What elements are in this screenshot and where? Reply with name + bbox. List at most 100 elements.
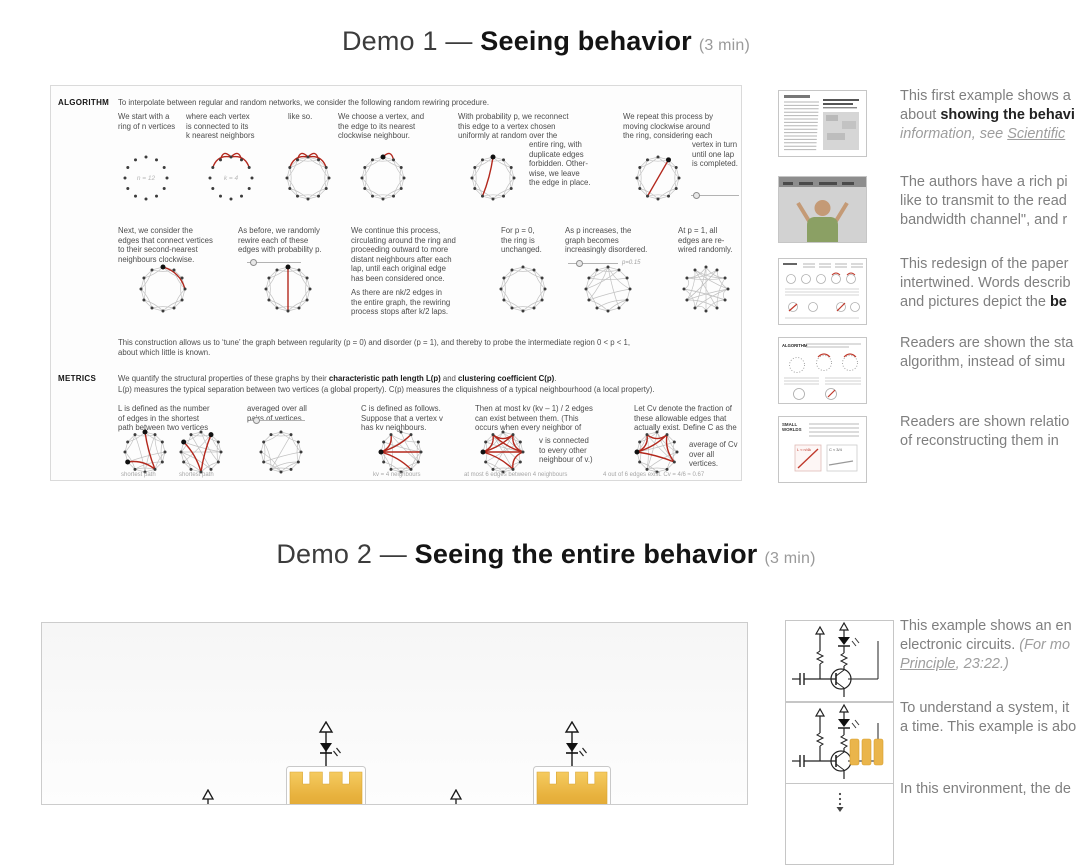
thumbnail-small-worlds[interactable]: SMALL WORLDS L ≈ n/4k C ≈ 3/4 — [778, 416, 867, 483]
demo2-title-duration: (3 min) — [764, 550, 816, 567]
text-segment: This first example shows a — [900, 88, 1071, 104]
slider-knob — [249, 259, 257, 266]
thumbnail-nature-paper[interactable] — [778, 90, 867, 157]
figure-text: L is defined as the number of edges in t… — [118, 404, 210, 433]
thumbnail-paper-redesign[interactable] — [778, 258, 867, 325]
text-segment: showing the behavi — [940, 107, 1075, 123]
text-segment: a time. This example is abo — [900, 719, 1077, 735]
text-segment: and pictures depict the — [900, 294, 1050, 310]
text-segment: , 23:22.) — [955, 656, 1009, 672]
figure-text: As before, we randomly rewire each of th… — [238, 226, 322, 255]
led-icon — [318, 721, 341, 767]
sidebar-row-text: Readers are shown relatio of reconstructi… — [900, 413, 1069, 451]
figure-text: L(p) measures the typical separation bet… — [118, 385, 655, 394]
text-segment: This example shows an en — [900, 618, 1072, 634]
sidebar-text-line: Principle, 23:22.) — [900, 655, 1072, 674]
figure-text: We start with a ring of n vertices — [118, 112, 176, 131]
diagram-caption: kv = 4 neighbours — [373, 472, 421, 478]
sidebar-text-line: Readers are shown the sta — [900, 334, 1073, 353]
slider — [691, 192, 739, 200]
sidebar-row-text: To understand a system, it a time. This e… — [900, 699, 1076, 737]
ring-network-diagram — [264, 264, 312, 313]
figure-text: average of Cv over all vertices. — [689, 440, 738, 469]
thumbnail-lecturer[interactable] — [778, 176, 867, 243]
thumbnail-circuit-led[interactable] — [785, 620, 894, 702]
sidebar-row-text: Readers are shown the sta algorithm, inst… — [900, 334, 1073, 372]
text-segment: be — [1049, 294, 1067, 310]
sidebar-text-line: This redesign of the paper — [900, 255, 1071, 274]
figure-text: As there are nk/2 edges in the entire gr… — [351, 288, 451, 317]
demo2-sidebar: This example shows an en electronic circu… — [785, 617, 1092, 865]
slider: p=0.15 — [568, 260, 641, 268]
ring-network-diagram — [179, 430, 223, 474]
text-segment: and — [440, 374, 459, 383]
sidebar-text-line: The authors have a rich pi — [900, 173, 1068, 192]
figure-text: We continue this process, circulating ar… — [351, 226, 456, 283]
led-icon — [564, 721, 587, 767]
ring-network-diagram — [634, 430, 679, 474]
text-segment: characteristic path length L(p) — [328, 374, 441, 383]
text-segment: The authors have a rich pi — [900, 174, 1068, 190]
figure-text: Let Cv denote the fraction of these allo… — [634, 404, 737, 433]
thumbnail-algorithm-page[interactable]: ALGORITHM — [778, 337, 867, 404]
figure-text: v is connected to every other neighbour … — [539, 436, 593, 465]
square-wave-plot — [533, 766, 611, 804]
up-arrow-icon — [201, 789, 215, 804]
text-segment: Readers are shown the sta — [900, 335, 1074, 351]
sidebar-row-text: This redesign of the paper intertwined. W… — [900, 255, 1071, 312]
text-segment: To understand a system, it — [900, 700, 1070, 716]
slider-value-label: p=0.15 — [622, 260, 641, 266]
sidebar-text-line: This first example shows a — [900, 87, 1075, 106]
figure-text: where each vertex is connected to its k … — [186, 112, 255, 141]
text-segment: like to transmit to the read — [900, 193, 1067, 209]
link-inventing-on-principle[interactable]: Principle — [900, 656, 956, 672]
figure-text: At p = 1, all edges are re- wired random… — [678, 226, 733, 255]
thumbnail-probe-dots[interactable] — [785, 783, 894, 865]
ring-network-diagram: n = 12 — [123, 155, 169, 201]
sidebar-text-line: about showing the behavi — [900, 106, 1075, 125]
up-arrow-icon — [449, 789, 463, 804]
square-wave-plot — [286, 766, 366, 804]
diagram-caption: 4 out of 6 edges exist. Cv = 4/6 ≈ 0.67 — [603, 472, 705, 478]
figure-section-label: METRICS — [58, 374, 97, 383]
figure-text: We choose a vertex, and the edge to its … — [338, 112, 425, 141]
thumbnail-circuit-led-bars[interactable] — [785, 702, 894, 784]
slider-track — [251, 420, 305, 421]
text-segment: . — [554, 374, 557, 383]
text-segment: bandwidth channel", and r — [900, 212, 1068, 228]
slider — [247, 259, 301, 267]
text-segment: In this environment, the de — [900, 781, 1071, 797]
slider — [251, 417, 305, 425]
demo2-title-prefix: Demo 2 — — [276, 539, 415, 569]
slider-track — [691, 195, 739, 196]
ring-network-diagram — [259, 430, 303, 474]
sidebar-row-text: This example shows an en electronic circu… — [900, 617, 1072, 674]
text-segment: We quantify the structural properties of… — [118, 374, 329, 383]
svg-text:ALGORITHM: ALGORITHM — [782, 343, 808, 348]
link-scientific-communication[interactable]: Scientific — [1007, 126, 1066, 142]
sidebar-text-line: Readers are shown relatio — [900, 413, 1069, 432]
text-segment: Readers are shown relatio — [900, 414, 1070, 430]
text-segment: information, see — [900, 126, 1008, 142]
demo1-title-bold: Seeing behavior — [480, 26, 692, 56]
figure-text: For p = 0, the ring is unchanged. — [501, 226, 542, 255]
diagram-caption: shortest path — [121, 472, 156, 478]
ring-network-diagram — [360, 152, 406, 201]
figure-text: Next, we consider the edges that connect… — [118, 226, 213, 264]
figure-text: We quantify the structural properties of… — [118, 374, 740, 384]
text-segment: (For mo — [1019, 637, 1071, 653]
svg-text:n = 12: n = 12 — [137, 175, 156, 182]
slider-knob — [252, 417, 260, 424]
text-segment: intertwined. Words describ — [900, 275, 1071, 291]
diagram-caption: shortest path — [179, 472, 214, 478]
demo2-figure[interactable] — [41, 622, 748, 805]
ring-network-diagram — [682, 265, 730, 313]
ring-network-diagram — [635, 155, 681, 201]
figure-text: Then at most kv (kv – 1) / 2 edges can e… — [475, 404, 593, 433]
demo1-figure[interactable]: ALGORITHM To interpolate between regular … — [50, 85, 742, 481]
svg-text:WORLDS: WORLDS — [782, 427, 802, 432]
demo1-title-duration: (3 min) — [698, 37, 751, 54]
svg-text:C ≈ 3/4: C ≈ 3/4 — [829, 447, 843, 452]
ring-network-diagram — [499, 265, 547, 313]
text-segment: about — [900, 107, 941, 123]
